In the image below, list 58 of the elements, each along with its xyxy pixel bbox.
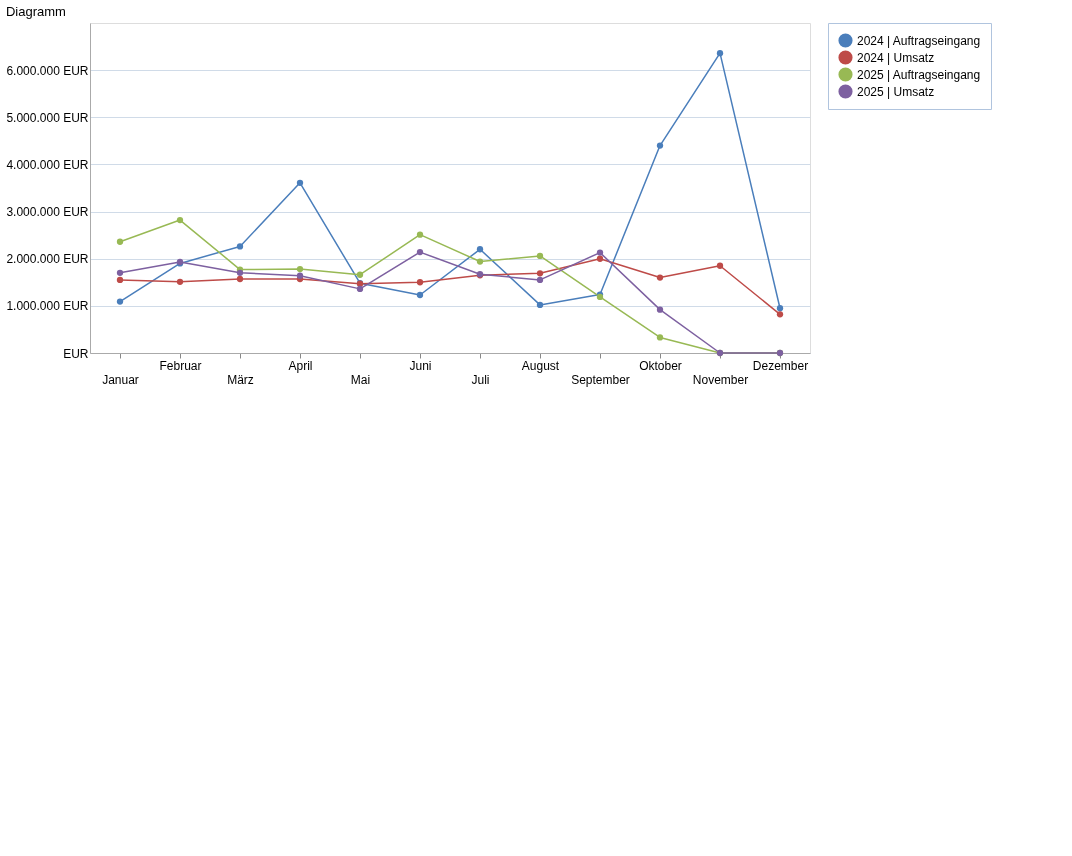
point [776,305,784,312]
point [656,306,664,313]
point [476,258,484,265]
x-tick-label: September [571,372,630,387]
x-tick-label: Januar [102,372,139,387]
y-tick-label: 3.000.000 EUR [6,205,89,220]
point [716,50,724,57]
point [476,246,484,253]
x-tick-label: Juni [409,358,432,373]
y-tick-label: 6.000.000 EUR [6,63,89,78]
x-tick-label: Februar [159,358,202,373]
x-tick-label: Oktober [639,358,682,373]
legend-label: 2024 | Umsatz [857,50,935,65]
point [536,301,544,309]
point [236,269,244,277]
legend-label: 2024 | Auftragseingang [857,33,981,48]
point [596,255,604,262]
chart-title: Diagramm [5,3,66,19]
point [116,269,124,277]
x-tick-label: August [521,358,560,373]
y-tick-label: 5.000.000 EUR [6,110,89,125]
y-tick-label: EUR [63,346,89,361]
point [176,278,184,285]
legend-label: 2025 | Umsatz [857,84,935,99]
y-tick-label: 1.000.000 EUR [6,299,89,314]
y-tick-label: 2.000.000 EUR [6,252,89,267]
point [296,179,304,186]
point [716,262,724,269]
point [776,311,784,318]
point [356,271,364,278]
point [536,252,544,260]
x-tick-label: April [288,358,313,373]
point [656,274,664,281]
point [116,238,124,245]
point [536,270,544,277]
point [236,275,244,283]
point [236,243,244,250]
x-tick-label: November [692,372,749,387]
x-tick-label: Dezember [752,358,809,373]
point [296,265,304,273]
x-tick-label: Juli [471,372,490,387]
point [116,298,124,305]
x-tick-label: Mai [350,372,371,387]
point [416,291,424,299]
y-tick-label: 4.000.000 EUR [6,157,89,172]
point [596,249,604,256]
point [536,276,544,284]
point [296,272,304,279]
x-tick-label: März [227,372,254,387]
point [656,142,664,149]
legend-label: 2025 | Auftragseingang [857,67,981,82]
point [356,285,364,293]
point [116,276,124,284]
point [176,216,184,224]
point [656,334,664,341]
point [416,248,424,256]
point [416,231,424,238]
point [416,279,424,286]
